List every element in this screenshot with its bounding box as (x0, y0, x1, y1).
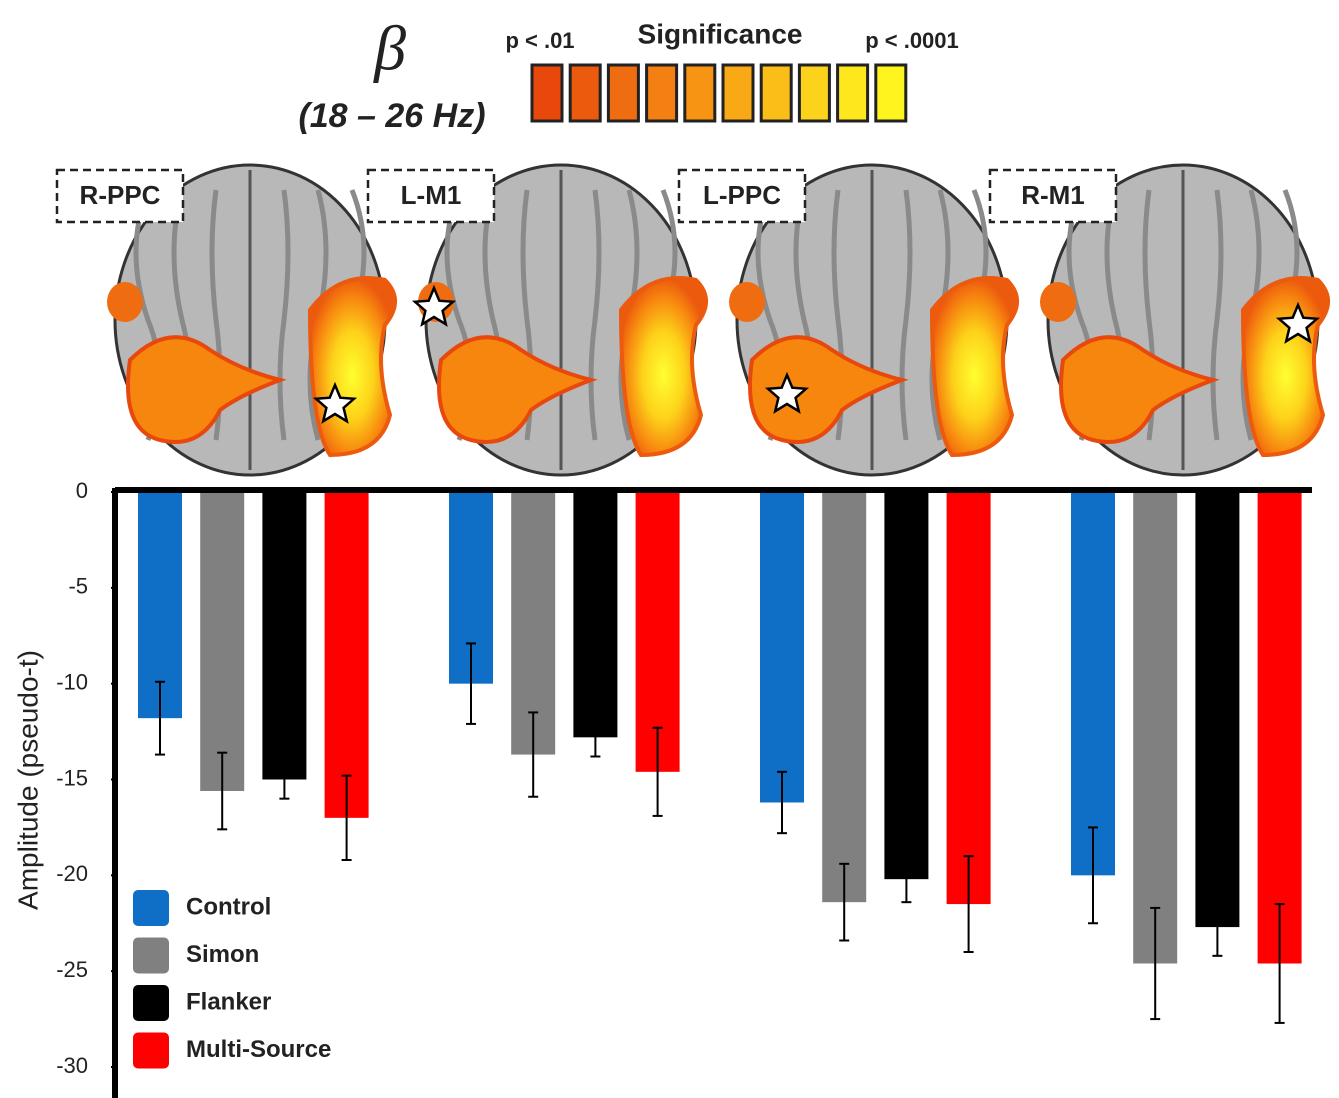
activation (107, 282, 143, 322)
legend-swatch (133, 985, 169, 1021)
region-label: L-M1 (401, 180, 462, 210)
bar (1195, 492, 1239, 927)
activation (1243, 278, 1328, 455)
legend-label: Multi-Source (186, 1036, 331, 1063)
y-tick-label: -30 (56, 1053, 88, 1078)
bar (325, 492, 369, 818)
bar (884, 492, 928, 879)
legend-label: Flanker (186, 988, 271, 1015)
bar (822, 492, 866, 902)
band-range: (18 – 26 Hz) (298, 97, 485, 135)
colorbar-cell (838, 65, 868, 121)
legend-swatch (133, 1033, 169, 1069)
region-label: R-M1 (1021, 180, 1085, 210)
legend-label: Simon (186, 941, 259, 968)
bar (573, 492, 617, 737)
region-label: L-PPC (703, 180, 781, 210)
bar (947, 492, 991, 904)
colorbar-high: p < .0001 (865, 28, 959, 53)
legend-swatch (133, 938, 169, 974)
colorbar-cell (647, 65, 677, 121)
activation (1040, 282, 1076, 322)
y-tick-label: -5 (68, 574, 88, 599)
y-tick-label: 0 (76, 478, 88, 503)
colorbar-cell (799, 65, 829, 121)
colorbar-cell (685, 65, 715, 121)
legend-label: Control (186, 893, 271, 920)
legend-swatch (133, 890, 169, 926)
colorbar-cell (570, 65, 600, 121)
colorbar-cell (532, 65, 562, 121)
y-tick-label: -20 (56, 861, 88, 886)
y-tick-label: -15 (56, 765, 88, 790)
colorbar-cell (608, 65, 638, 121)
bar (262, 492, 306, 780)
colorbar-cell (761, 65, 791, 121)
region-label: R-PPC (80, 180, 161, 210)
colorbar-cell (876, 65, 906, 121)
y-tick-label: -10 (56, 669, 88, 694)
activation (621, 278, 706, 455)
y-tick-label: -25 (56, 957, 88, 982)
chart: β (18 – 26 Hz) Significance p < .01 p < … (0, 0, 1339, 1098)
bar (1133, 492, 1177, 964)
bar (1258, 492, 1302, 964)
y-axis-label: Amplitude (pseudo-t) (12, 650, 43, 910)
bar (1071, 492, 1115, 875)
band-symbol: β (372, 13, 406, 84)
colorbar-cell (723, 65, 753, 121)
colorbar-title: Significance (638, 18, 803, 49)
colorbar-low: p < .01 (505, 28, 574, 53)
bar (760, 492, 804, 803)
bar (200, 492, 244, 791)
activation (729, 282, 765, 322)
activation (310, 278, 395, 455)
activation (932, 278, 1017, 455)
